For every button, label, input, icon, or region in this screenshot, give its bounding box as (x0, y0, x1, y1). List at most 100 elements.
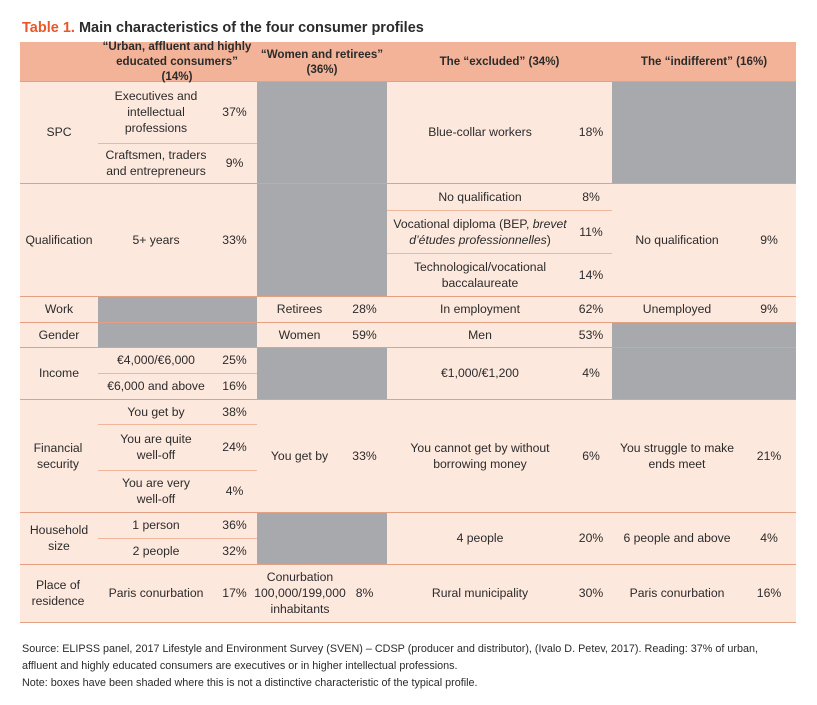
cell-pct: 32% (222, 544, 247, 558)
cell-pct: 17% (222, 586, 247, 600)
row-label-place-of-residence: Place of residence (31, 578, 85, 608)
subrow-separator (98, 424, 257, 425)
cell-text: Vocational diploma (BEP, brevet d’études… (390, 210, 570, 253)
subrow-separator (98, 373, 257, 374)
cell-pct: 59% (352, 327, 377, 342)
shaded-income-p2 (257, 347, 387, 399)
cell-text: 4 people (456, 531, 504, 545)
cell-pct: 9% (225, 156, 244, 170)
cell-text: Technological/vocational baccalaureate (413, 259, 547, 290)
row-label-gender: Gender (38, 327, 80, 342)
cell-text: €1,000/€1,200 (441, 366, 519, 380)
table-label: Table 1. (22, 20, 75, 36)
cell-text: Rural municipality (431, 586, 529, 600)
cell-pct: 18% (578, 125, 604, 139)
cell-pct: 4% (225, 484, 244, 498)
header-urban-affluent: “Urban, affluent and highly educated con… (102, 40, 252, 83)
cell-text: 2 people (132, 544, 180, 558)
cell-pct: 9% (760, 302, 778, 316)
header-women-retirees: “Women and retirees” (36%) (260, 47, 384, 76)
cell-text: You cannot get by without borrowing mone… (410, 440, 550, 471)
cell-pct: 6% (582, 448, 600, 463)
cell-text: No qualification (635, 232, 719, 247)
cell-text: Executives and intellectual professions (114, 89, 198, 135)
cell-text: Conurbation 100,000/199,000 inhabitants (254, 570, 346, 616)
row-label-work: Work (44, 302, 74, 316)
cell-text: You are very well-off (122, 476, 190, 506)
cell-pct: 8% (355, 586, 374, 600)
source-note: Source: ELIPSS panel, 2017 Lifestyle and… (22, 643, 758, 672)
shading-note: Note: boxes have been shaded where this … (22, 677, 478, 689)
cell-pct: 24% (222, 440, 247, 454)
cell-text: You struggle to make ends meet (619, 440, 735, 471)
cell-pct: 4% (582, 366, 600, 380)
cell-text: €4,000/€6,000 (117, 353, 195, 367)
cell-pct: 33% (352, 448, 377, 463)
cell-pct: 38% (222, 404, 247, 419)
header-band (20, 42, 796, 81)
table-title: Table 1. Main characteristics of the fou… (22, 20, 424, 36)
cell-text: Retirees (276, 302, 323, 316)
shaded-gender-p4 (612, 322, 796, 399)
row-label-household-size: Household size (29, 523, 89, 553)
row-separator (20, 183, 796, 184)
header-excluded: The “excluded” (34%) (439, 55, 560, 68)
subrow-separator (387, 253, 612, 254)
cell-text: €6,000 and above (107, 379, 205, 393)
cell-text: You get by (127, 404, 185, 419)
shaded-spc-p2 (257, 81, 387, 296)
subrow-separator (98, 538, 257, 539)
cell-pct: 36% (222, 518, 247, 532)
text-part: Vocational diploma (BEP, (393, 216, 533, 231)
cell-pct: 11% (579, 224, 603, 239)
row-separator (20, 512, 796, 513)
row-separator (20, 322, 796, 323)
row-separator (20, 622, 796, 623)
text-part: ) (546, 232, 551, 247)
row-label-spc: SPC (46, 125, 72, 139)
shaded-spc-p4 (612, 81, 796, 183)
cell-text: Men (468, 327, 492, 342)
row-label-income: Income (39, 366, 79, 380)
row-separator (20, 564, 796, 565)
cell-text: Paris conurbation (629, 586, 725, 600)
header-indifferent: The “indifferent” (16%) (640, 55, 768, 68)
row-label-qualification: Qualification (25, 232, 93, 247)
cell-pct: 4% (760, 531, 778, 545)
cell-pct: 28% (352, 302, 377, 316)
cell-pct: 33% (222, 232, 247, 247)
cell-pct: 14% (578, 267, 604, 282)
cell-text: In employment (440, 302, 520, 316)
cell-text: You get by (270, 448, 329, 463)
cell-pct: 8% (582, 189, 600, 204)
cell-pct: 21% (756, 448, 782, 463)
row-separator (20, 81, 796, 82)
row-label-financial-security: Financial security (33, 440, 83, 471)
shaded-household-p2 (257, 512, 387, 564)
cell-pct: 9% (760, 232, 778, 247)
row-separator (20, 399, 796, 400)
cell-text: Unemployed (642, 302, 712, 316)
cell-pct: 62% (578, 302, 604, 316)
cell-text: 6 people and above (623, 531, 731, 545)
cell-text: Women (278, 327, 321, 342)
table-caption: Main characteristics of the four consume… (78, 20, 424, 36)
cell-pct: 30% (578, 586, 604, 600)
cell-text: 5+ years (132, 232, 180, 247)
subrow-separator (98, 470, 257, 471)
row-separator (20, 296, 796, 297)
cell-text: No qualification (438, 189, 522, 204)
subrow-separator (387, 210, 612, 211)
cell-pct: 16% (756, 586, 782, 600)
subrow-separator (98, 143, 257, 144)
cell-text: Blue-collar workers (428, 125, 532, 139)
cell-pct: 25% (222, 353, 247, 367)
cell-pct: 37% (222, 105, 247, 119)
text-italic: brevet d’études professionnelles (409, 216, 567, 247)
cell-text: Craftsmen, traders and entrepreneurs (105, 148, 207, 178)
cell-text: You are quite well-off (120, 432, 192, 462)
row-separator (20, 347, 796, 348)
cell-pct: 53% (578, 327, 604, 342)
cell-pct: 20% (578, 531, 604, 545)
cell-text: Paris conurbation (108, 586, 204, 600)
